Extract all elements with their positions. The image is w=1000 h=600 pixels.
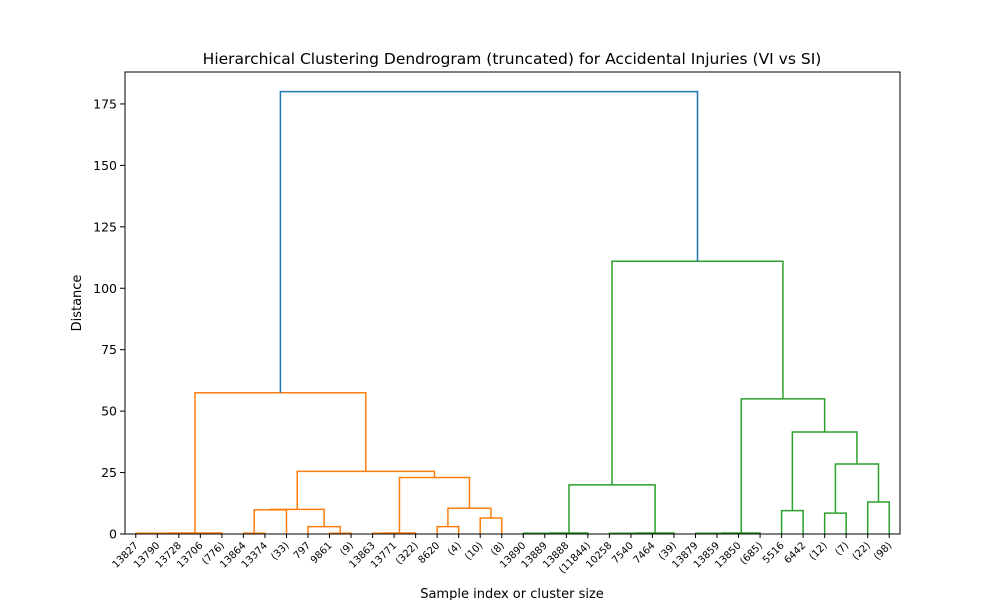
y-axis-label: Distance: [70, 275, 85, 332]
plot-frame: [124, 71, 901, 535]
y-tick-label: 50: [101, 404, 117, 419]
y-tick-label: 0: [109, 527, 117, 542]
x-axis-label: Sample index or cluster size: [420, 587, 604, 600]
chart-title: Hierarchical Clustering Dendrogram (trun…: [203, 50, 822, 68]
y-tick-label: 25: [101, 465, 117, 480]
y-tick-label: 175: [93, 96, 117, 111]
y-axis: 0 25 50 75 100 125 150 175: [93, 96, 125, 542]
y-tick-label: 100: [93, 281, 117, 296]
y-tick-label: 75: [101, 342, 117, 357]
y-tick-label: 150: [93, 158, 117, 173]
y-tick-label: 125: [93, 219, 117, 234]
dendrogram-link: [279, 90, 699, 393]
